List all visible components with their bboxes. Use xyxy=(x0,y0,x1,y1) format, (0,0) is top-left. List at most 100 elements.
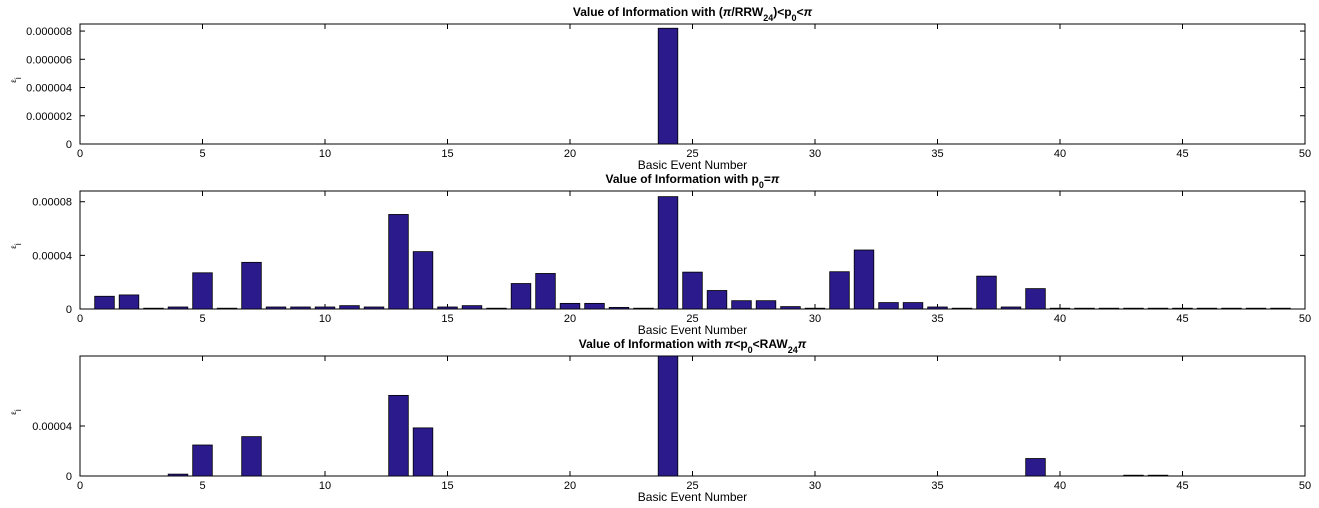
bar xyxy=(559,302,581,310)
bar xyxy=(755,300,777,310)
plot-area xyxy=(79,23,1306,145)
bar xyxy=(216,307,238,310)
bar xyxy=(437,306,458,310)
y-tick-label: 0.000004 xyxy=(26,83,72,95)
x-axis-label: Basic Event Number xyxy=(638,490,747,504)
bar xyxy=(608,306,630,310)
subplot-1: 0 5 10 15 20 25 30 35 40 45 50 0 0.000002 0.000004 0.0… xyxy=(9,5,1311,172)
x-tick-label: 10 xyxy=(319,313,331,325)
bar xyxy=(1049,307,1071,310)
x-tick-label: 15 xyxy=(441,148,453,160)
x-tick-label: 30 xyxy=(809,148,821,160)
bar xyxy=(1221,307,1242,310)
bar xyxy=(1147,307,1169,310)
bar xyxy=(1025,288,1046,310)
x-axis-label: Basic Event Number xyxy=(638,323,747,337)
y-tick-label: 0.000008 xyxy=(26,26,72,38)
chart-title: Value of Information with (π/RRW24)<p0<π xyxy=(573,5,813,23)
bar xyxy=(927,306,948,310)
x-tick-label: 35 xyxy=(931,148,943,160)
x-tick-label: 45 xyxy=(1176,313,1188,325)
bar xyxy=(1025,458,1046,477)
x-tick-label: 10 xyxy=(319,148,331,160)
bar xyxy=(1123,307,1144,310)
bar xyxy=(241,261,262,310)
bar xyxy=(1270,307,1291,310)
x-tick-label: 0 xyxy=(77,313,83,325)
bar xyxy=(1196,307,1218,310)
bar xyxy=(633,307,654,310)
x-tick-label: 40 xyxy=(1054,148,1066,160)
bar xyxy=(143,307,164,310)
chart-title: Value of Information with π<p0<RAW24π xyxy=(579,337,807,355)
y-tick-label: 0.000002 xyxy=(26,111,72,123)
bar xyxy=(829,271,850,310)
bar xyxy=(902,302,924,310)
bar xyxy=(706,290,728,310)
subplot-2: 0 5 10 15 20 25 30 35 40 45 50 0 0.00004 0.00008 Value… xyxy=(9,172,1311,337)
x-tick-label: 5 xyxy=(199,313,205,325)
y-tick-label: 0 xyxy=(66,139,72,151)
bar xyxy=(167,473,189,477)
bar xyxy=(265,306,287,310)
bar xyxy=(804,307,826,310)
x-tick-label: 45 xyxy=(1176,148,1188,160)
bar xyxy=(780,306,801,310)
x-tick-label: 40 xyxy=(1054,313,1066,325)
x-tick-label: 25 xyxy=(686,480,698,492)
y-tick-label: 0.00008 xyxy=(32,197,72,209)
x-tick-label: 50 xyxy=(1299,313,1311,325)
subplot-3: 0 5 10 15 20 25 30 35 40 45 50 0 0.00004 Value of Inf… xyxy=(9,337,1311,504)
bar xyxy=(314,306,336,310)
x-tick-label: 25 xyxy=(686,148,698,160)
x-tick-label: 0 xyxy=(77,480,83,492)
bar xyxy=(584,302,605,310)
x-tick-label: 5 xyxy=(199,480,205,492)
y-axis-label: εi xyxy=(9,409,23,415)
bar xyxy=(1245,307,1267,310)
y-axis-label: εi xyxy=(9,243,23,249)
x-tick-label: 50 xyxy=(1299,480,1311,492)
bar xyxy=(976,275,997,310)
bar xyxy=(461,305,483,310)
y-tick-label: 0.00004 xyxy=(32,421,72,433)
bar xyxy=(657,196,679,310)
chart-title: Value of Information with p0=π xyxy=(606,172,780,190)
bar xyxy=(290,306,311,310)
bar xyxy=(241,436,262,477)
x-tick-label: 35 xyxy=(931,313,943,325)
bar xyxy=(412,427,434,477)
bar xyxy=(388,214,409,310)
y-axis-label: εi xyxy=(9,77,23,83)
bar xyxy=(510,283,532,310)
x-tick-label: 20 xyxy=(564,480,576,492)
x-tick-label: 50 xyxy=(1299,148,1311,160)
x-tick-label: 40 xyxy=(1054,480,1066,492)
bar xyxy=(878,302,899,310)
y-tick-label: 0.00004 xyxy=(32,250,72,262)
x-tick-label: 0 xyxy=(77,148,83,160)
bar xyxy=(118,294,140,310)
bar xyxy=(731,300,752,310)
bar xyxy=(363,306,385,310)
x-tick-label: 45 xyxy=(1176,480,1188,492)
x-tick-label: 5 xyxy=(199,148,205,160)
bar xyxy=(412,251,434,310)
bar xyxy=(1123,474,1144,477)
x-tick-label: 30 xyxy=(809,313,821,325)
bar xyxy=(535,273,556,310)
x-tick-label: 15 xyxy=(441,313,453,325)
x-tick-label: 35 xyxy=(931,480,943,492)
y-tick-label: 0 xyxy=(66,471,72,483)
bar xyxy=(1172,307,1193,310)
y-tick-label: 0 xyxy=(66,304,72,316)
x-tick-label: 10 xyxy=(319,480,331,492)
bar xyxy=(1074,307,1095,310)
bar xyxy=(339,305,360,310)
bar xyxy=(657,355,679,477)
x-tick-label: 25 xyxy=(686,313,698,325)
bar xyxy=(657,27,679,145)
x-tick-label: 20 xyxy=(564,148,576,160)
bar xyxy=(1000,306,1022,310)
